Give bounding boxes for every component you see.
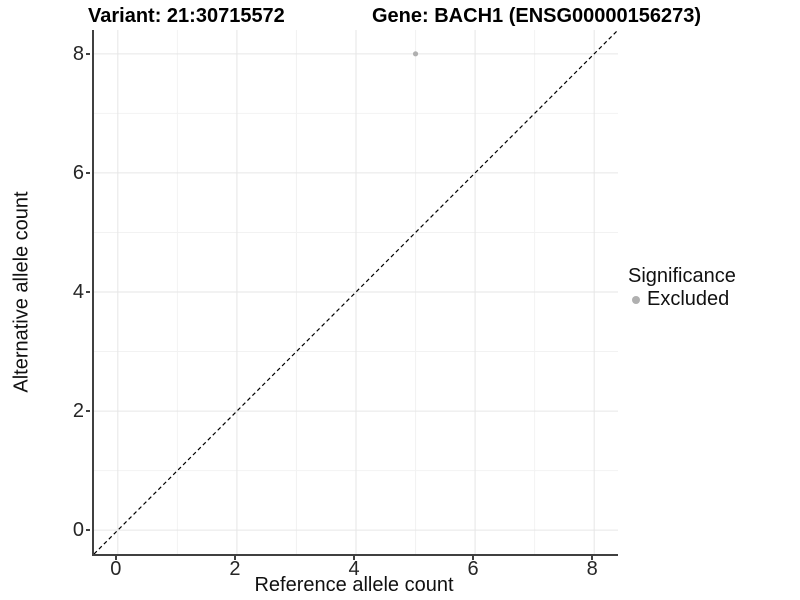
x-tick-mark [233,556,236,560]
x-tick-label: 6 [467,558,479,580]
x-tick-label: 0 [110,558,122,580]
x-tick-label: 8 [586,558,598,580]
legend-item-excluded: Excluded [628,288,798,311]
y-tick-label: 6 [72,161,84,184]
excluded-point-icon [632,295,640,304]
y-tick-label: 4 [72,281,84,303]
y-tick-label: 8 [72,42,84,65]
data-point [412,51,419,57]
y-tick-label: 0 [72,519,84,542]
y-tick-mark [86,529,90,532]
plot-title-variant: Variant: 21:30715572 [88,5,285,27]
y-axis-title: Alternative allele count [10,191,33,393]
identity-line [94,30,618,554]
y-tick-mark [86,291,90,293]
legend-key [628,292,644,308]
y-tick-mark [86,171,90,174]
legend: Significance Excluded [628,265,798,311]
x-axis-title: Reference allele count [254,574,454,596]
y-tick-mark [86,52,90,55]
legend-title: Significance [628,265,736,287]
x-tick-mark [114,556,117,560]
legend-item-label: Excluded [647,288,730,310]
x-tick-mark [591,556,594,560]
x-tick-label: 2 [229,558,241,580]
plot-title-gene: Gene: BACH1 (ENSG00000156273) [372,5,702,27]
x-tick-label: 4 [348,558,360,580]
x-tick-mark [472,556,475,560]
x-tick-mark [353,556,355,560]
y-tick-mark [86,410,90,413]
plot-panel [92,30,618,556]
panel-canvas [94,30,618,554]
y-tick-label: 2 [72,400,84,423]
